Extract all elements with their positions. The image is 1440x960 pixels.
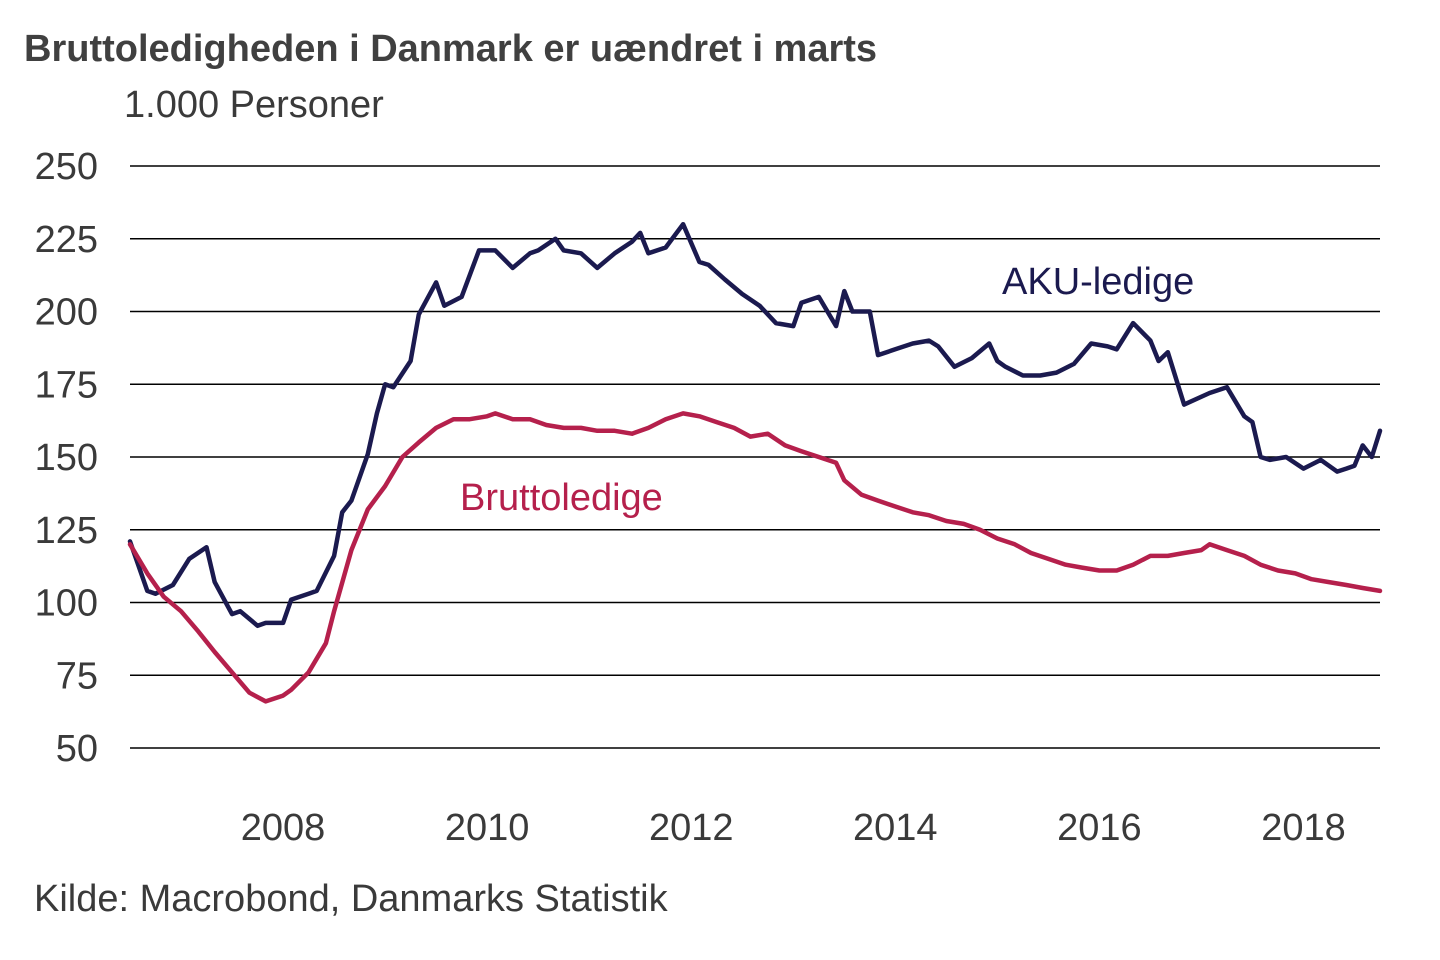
x-tick-label: 2008 <box>241 807 326 849</box>
x-tick-label: 2014 <box>853 807 938 849</box>
unit-label: 1.000 Personer <box>124 84 384 126</box>
y-tick-label: 100 <box>35 583 98 625</box>
series-line-aku-ledige <box>127 221 1383 629</box>
y-tick-label: 125 <box>35 510 98 552</box>
source-note: Kilde: Macrobond, Danmarks Statistik <box>34 878 668 920</box>
y-tick-label: 75 <box>56 655 98 697</box>
series-lines <box>127 221 1383 704</box>
x-tick-label: 2016 <box>1057 807 1142 849</box>
gridlines <box>130 165 1380 749</box>
y-tick-label: 200 <box>35 292 98 334</box>
x-tick-label: 2018 <box>1261 807 1346 849</box>
y-tick-label: 175 <box>35 364 98 406</box>
y-axis-tick-labels: 50 75 100 125 150 175 200 225 250 <box>35 146 98 770</box>
y-tick-label: 250 <box>35 146 98 188</box>
series-label-bruttoledige: Bruttoledige <box>460 477 663 519</box>
y-tick-label: 150 <box>35 437 98 479</box>
series-label-aku-ledige: AKU-ledige <box>1002 261 1194 303</box>
x-axis-tick-labels: 2008 2010 2012 2014 2016 2018 <box>241 807 1346 849</box>
y-tick-label: 50 <box>56 728 98 770</box>
y-tick-label: 225 <box>35 219 98 261</box>
series-line-bruttoledige <box>127 411 1383 704</box>
x-tick-label: 2012 <box>649 807 734 849</box>
x-tick-label: 2010 <box>445 807 530 849</box>
chart-title: Bruttoledigheden i Danmark er uændret i … <box>24 28 878 70</box>
